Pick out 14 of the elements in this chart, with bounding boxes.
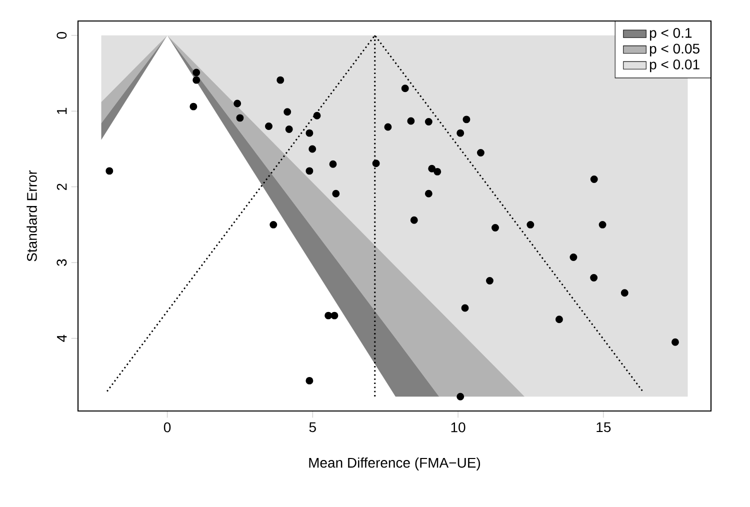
y-tick-label: 0: [56, 32, 67, 39]
y-tick-label: 2: [56, 184, 67, 190]
x-tick-label: 10: [451, 422, 466, 432]
x-tick-label: 5: [309, 422, 316, 432]
y-tick-label: 1: [57, 108, 67, 114]
x-tick-label: 0: [164, 422, 171, 432]
series-label: p < 0.01: [650, 59, 700, 72]
legend-label: p < 0.1: [650, 28, 692, 41]
y-axis-title: Standard Error: [26, 170, 37, 262]
legend-label: p < 0.05: [650, 44, 700, 56]
y-tick-label: 3: [56, 259, 67, 266]
x-axis-title: Mean Difference (FMA−UE): [309, 457, 480, 470]
x-tick-label: 15: [596, 422, 611, 432]
y-tick-label: 4: [57, 334, 67, 342]
